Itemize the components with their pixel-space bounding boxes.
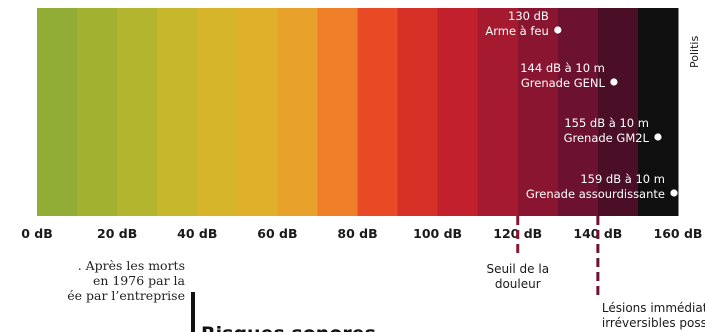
annotation-source: Grenade GM2L	[564, 131, 650, 145]
threshold-label-line: douleur	[495, 277, 541, 291]
decibel-color-bands	[37, 8, 679, 216]
band-40-50	[197, 8, 238, 216]
band-150-160	[637, 8, 679, 216]
tick-label: 40 dB	[177, 226, 217, 241]
band-140-150	[597, 8, 639, 216]
band-80-90	[357, 8, 399, 216]
background-text-line: . Après les morts	[78, 258, 185, 273]
decibel-tick-labels: 0 dB 20 dB 40 dB 60 dB 80 dB 100 dB 120 dB 140 …	[21, 226, 702, 241]
annotation-dot-155	[654, 133, 662, 141]
annotation-dot-130	[554, 26, 562, 34]
annotation-source: Grenade assourdissante	[526, 187, 665, 201]
band-120-130	[517, 8, 559, 216]
background-article-fragment: . Après les morts en 1976 par la ée par …	[67, 258, 376, 332]
band-130-140	[557, 8, 599, 216]
annotation-value: 130 dB	[508, 9, 549, 23]
tick-label: 60 dB	[257, 226, 297, 241]
annotation-source: Arme à feu	[485, 24, 548, 38]
tick-label: 160 dB	[654, 226, 703, 241]
band-110-120	[477, 8, 519, 216]
tick-label: 20 dB	[97, 226, 137, 241]
tick-label: 100 dB	[413, 226, 462, 241]
annotation-value: 144 dB à 10 m	[520, 61, 605, 75]
band-20-30	[117, 8, 158, 216]
tick-label: 0 dB	[21, 226, 53, 241]
annotation-dot-159	[670, 189, 678, 197]
annotation-value: 159 dB à 10 m	[580, 172, 665, 186]
threshold-label-line: irréversibles possibles	[602, 316, 705, 330]
band-0-10	[37, 8, 78, 216]
band-60-70	[277, 8, 319, 216]
tick-label: 80 dB	[337, 226, 377, 241]
background-heading: Risques sonores	[201, 323, 376, 332]
band-50-60	[237, 8, 278, 216]
heading-accent-bar	[191, 292, 195, 332]
background-text-line: ée par l’entreprise	[67, 288, 185, 303]
band-100-110	[437, 8, 479, 216]
annotation-source: Grenade GENL	[521, 76, 606, 90]
band-70-80	[317, 8, 359, 216]
background-text-line: en 1976 par la	[93, 273, 186, 288]
threshold-label-line: Lésions immédiates et	[602, 301, 705, 315]
threshold-label-line: Seuil de la	[486, 262, 549, 276]
annotation-dot-144	[610, 78, 618, 86]
band-10-20	[77, 8, 118, 216]
band-90-100	[397, 8, 439, 216]
annotation-value: 155 dB à 10 m	[564, 116, 649, 130]
credit-label: Politis	[688, 36, 701, 68]
band-30-40	[157, 8, 198, 216]
